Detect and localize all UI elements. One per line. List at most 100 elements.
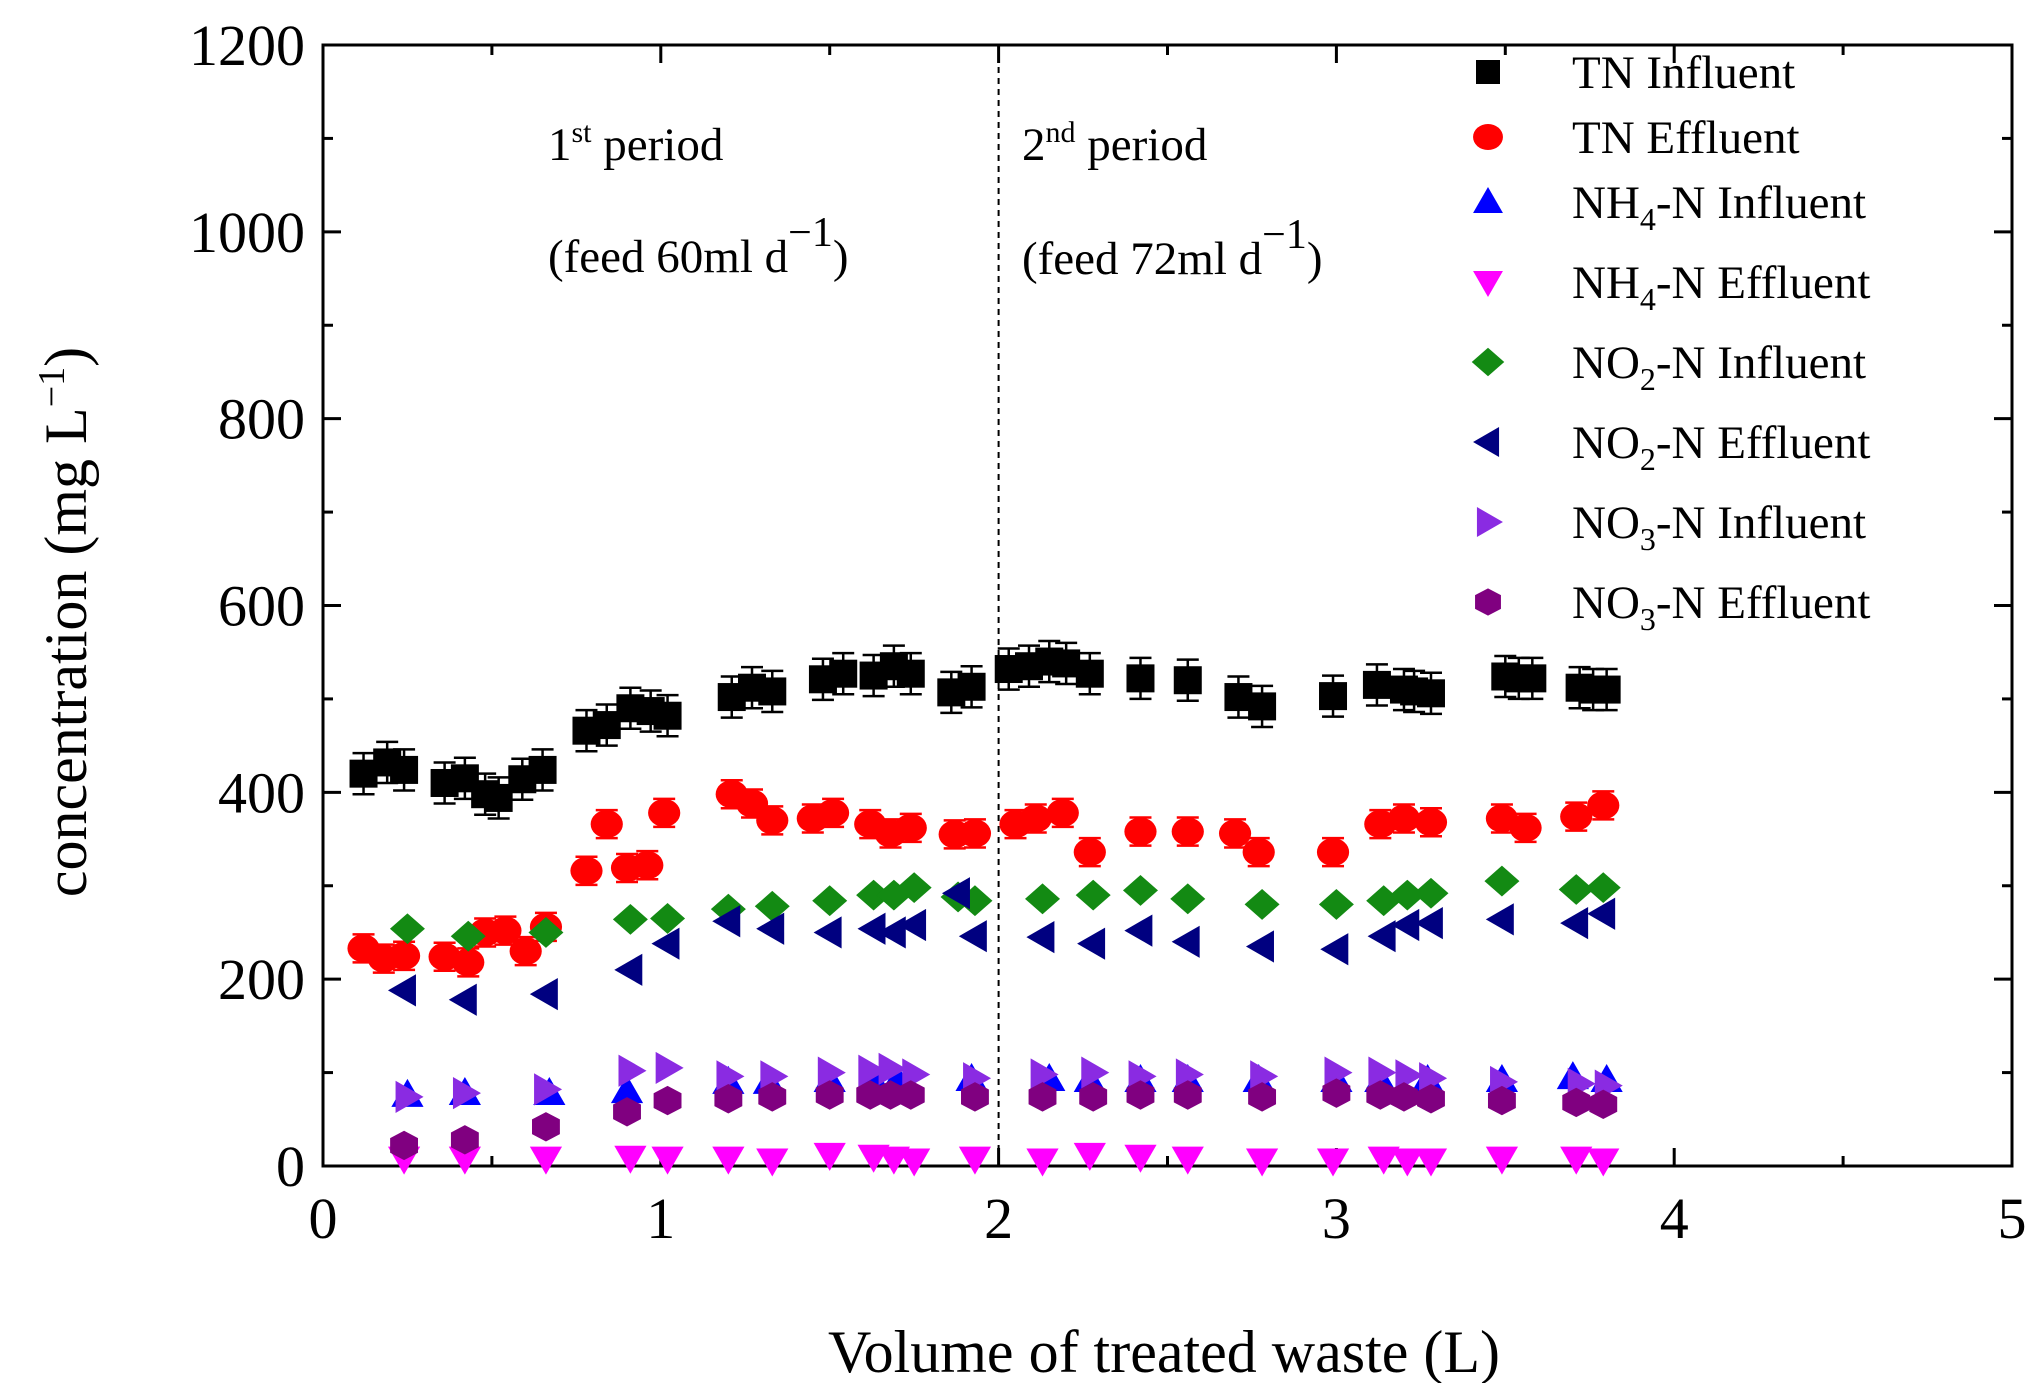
no2-n-influent-point [1025, 883, 1061, 915]
no3-n-effluent-point [896, 1080, 925, 1110]
y-axis-title: concentration (mg L−1) [31, 347, 99, 897]
period2-label: 2nd period [1022, 116, 1207, 171]
y-tick-label: 600 [218, 574, 305, 639]
no3-n-influent-point [878, 1052, 907, 1085]
no2-n-influent-point [812, 885, 848, 917]
no2-n-effluent-point [387, 974, 416, 1007]
nh4-n-effluent-point [1316, 1148, 1350, 1177]
tn-influent-point [1126, 664, 1155, 693]
nh4-n-effluent-point [1560, 1146, 1593, 1175]
no3-n-effluent-point [1366, 1080, 1395, 1110]
tn-influent-point [1173, 666, 1202, 695]
legend-no3-n-influent-label: NO3-N Influent [1572, 497, 1866, 557]
nh4-n-effluent-point [1367, 1146, 1400, 1175]
no2-n-effluent-point [1171, 925, 1200, 958]
no2-n-effluent-point [756, 912, 785, 945]
tn-effluent-point [1560, 802, 1593, 831]
legend-no3-n-effluent-marker [1475, 588, 1501, 616]
no3-n-influent-point [1324, 1056, 1353, 1089]
legend-tn-influent-marker [1476, 60, 1500, 84]
no2-n-effluent-point [1245, 930, 1274, 963]
no3-n-effluent-point [1589, 1089, 1618, 1120]
no3-n-effluent-point [1562, 1087, 1591, 1118]
no2-n-effluent-point [1587, 897, 1616, 930]
no3-n-influent-point [452, 1077, 481, 1110]
no3-n-effluent-point [1390, 1082, 1418, 1112]
legend-no2-n-influent-marker [1471, 347, 1505, 377]
no3-n-effluent-point [1417, 1084, 1445, 1114]
tn-effluent-point [1124, 817, 1157, 846]
no2-n-influent-point [450, 920, 486, 952]
no2-n-influent-point [1413, 877, 1449, 909]
no2-n-effluent-point [614, 953, 643, 986]
no2-n-effluent-point [1124, 914, 1153, 947]
tn-effluent-point [1046, 798, 1079, 827]
no3-n-influent-point [1368, 1056, 1397, 1089]
nh4-n-effluent-point [1171, 1146, 1204, 1175]
tn-effluent-point [1242, 838, 1275, 867]
y-tick-label: 1200 [189, 13, 305, 78]
no3-n-influent-point [858, 1054, 887, 1087]
tn-effluent-point [816, 798, 850, 827]
no2-n-influent-point [1244, 889, 1280, 920]
no2-n-influent-point [1170, 883, 1206, 915]
nh4-n-effluent-point [1026, 1148, 1059, 1177]
tn-effluent-point [894, 813, 927, 842]
no3-n-influent-point [1250, 1060, 1279, 1093]
no3-n-effluent-point [613, 1097, 641, 1127]
no2-n-influent-point [1318, 889, 1354, 920]
no2-n-effluent-point [651, 927, 680, 960]
no2-n-effluent-point [1485, 903, 1514, 936]
no2-n-effluent-point [448, 983, 477, 1016]
tn-effluent-point [509, 937, 542, 966]
nh4-n-effluent-point [1391, 1148, 1424, 1177]
no2-n-influent-point [1585, 872, 1621, 904]
tn-influent-point [653, 701, 682, 730]
no2-n-influent-point [1484, 865, 1520, 897]
tn-influent-point [758, 677, 787, 706]
no2-n-effluent-point [1414, 907, 1443, 940]
no2-n-effluent-point [1026, 921, 1055, 954]
tn-influent-point [1416, 679, 1445, 708]
period2-feed: (feed 72ml d−1) [1022, 212, 1322, 285]
no3-n-influent-point [1030, 1058, 1059, 1091]
tn-influent-point [592, 711, 621, 740]
no2-n-influent-point [896, 872, 932, 904]
nh4-n-effluent-point [1587, 1148, 1620, 1177]
nh4-n-effluent-point [756, 1148, 789, 1177]
no2-n-influent-point [650, 903, 686, 934]
nh4-n-effluent-point [898, 1148, 931, 1177]
no2-n-effluent-point [857, 912, 886, 945]
nh4-n-effluent-point [1414, 1148, 1448, 1177]
tn-effluent-point [1019, 804, 1052, 833]
no2-n-influent-point [389, 913, 425, 945]
tn-influent-point [1319, 682, 1348, 711]
period1-feed: (feed 60ml d−1) [548, 210, 848, 283]
no2-n-effluent-point [1320, 933, 1349, 966]
no2-n-effluent-point [1367, 920, 1396, 953]
no3-n-influent-point [1081, 1056, 1110, 1089]
no3-n-effluent-point [450, 1125, 479, 1155]
x-tick-label: 4 [1660, 1186, 1689, 1251]
x-tick-label: 2 [984, 1186, 1013, 1251]
period1-label: 1st period [548, 116, 723, 171]
legend-no3-n-effluent-label: NO3-N Effluent [1572, 577, 1870, 637]
no3-n-effluent-point [1028, 1082, 1057, 1112]
tick-labels: 0 1 2 3 4 5 0 200 400 600 800 1000 1200 [189, 13, 2027, 1251]
no2-n-influent-point [528, 917, 564, 948]
nh4-n-effluent-point [651, 1146, 684, 1175]
no3-n-effluent-point [653, 1085, 682, 1116]
tn-effluent-point [590, 810, 623, 839]
nh4-n-effluent-point [712, 1146, 745, 1175]
no3-n-influent-point [1175, 1058, 1204, 1091]
no2-n-influent-point [1558, 874, 1594, 905]
no2-n-effluent-point [529, 978, 558, 1011]
tn-effluent-point [958, 819, 992, 848]
x-tick-label: 1 [646, 1186, 675, 1251]
tn-influent-point [1592, 675, 1621, 704]
legend-nh4-n-influent-label: NH4-N Influent [1572, 177, 1866, 237]
no3-n-influent-point [760, 1060, 789, 1093]
tn-influent-point [1248, 692, 1277, 721]
nh4-n-effluent-point [1073, 1142, 1106, 1171]
